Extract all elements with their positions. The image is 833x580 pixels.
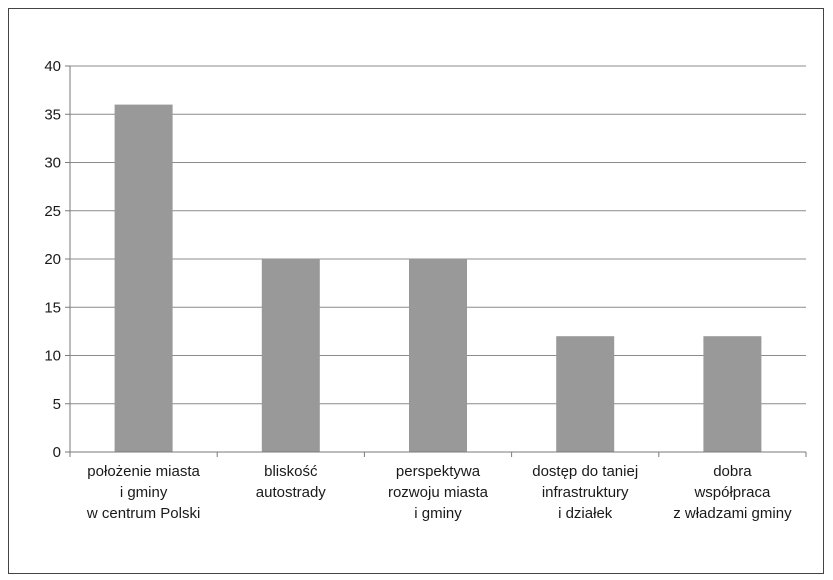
- x-category-label: i gminy: [414, 505, 462, 522]
- bar: [114, 104, 173, 452]
- x-category-label: dobra: [713, 463, 752, 480]
- y-tick-label: 25: [44, 203, 61, 220]
- x-category-label: z władzami gminy: [673, 505, 792, 522]
- x-category-label: położenie miasta: [87, 463, 200, 480]
- y-tick-label: 35: [44, 106, 61, 123]
- y-tick-label: 10: [44, 348, 61, 365]
- x-category-label: dostęp do taniej: [532, 463, 638, 480]
- y-tick-label: 0: [53, 444, 61, 461]
- axes: [65, 65, 807, 457]
- y-tick-label: 40: [44, 58, 61, 75]
- x-category-label: i działek: [558, 505, 613, 522]
- x-category-label: infrastruktury: [542, 484, 629, 501]
- bar: [703, 336, 762, 452]
- y-tick-label: 30: [44, 155, 61, 172]
- x-category-label: perspektywa: [396, 463, 481, 480]
- x-category-label: i gminy: [120, 484, 168, 501]
- x-category-label: autostrady: [256, 484, 327, 501]
- bar: [556, 336, 615, 452]
- y-tick-label: 20: [44, 251, 61, 268]
- x-category-label: współpraca: [693, 484, 771, 501]
- chart-frame: 0 5 10 15 20 25 30 35 40 położenie miasta i gminy w…: [8, 8, 824, 574]
- bar: [261, 259, 320, 452]
- bar-chart: 0 5 10 15 20 25 30 35 40 położenie miasta i gminy w…: [44, 58, 807, 522]
- x-category-label: bliskość: [264, 463, 318, 480]
- bars: [114, 104, 762, 452]
- x-category-label: w centrum Polski: [86, 505, 200, 522]
- y-tick-label: 15: [44, 299, 61, 316]
- labels: 0 5 10 15 20 25 30 35 40 położenie miasta i gminy w…: [44, 58, 792, 522]
- bar: [409, 259, 467, 452]
- x-category-label: rozwoju miasta: [388, 484, 489, 501]
- y-tick-label: 5: [53, 396, 61, 413]
